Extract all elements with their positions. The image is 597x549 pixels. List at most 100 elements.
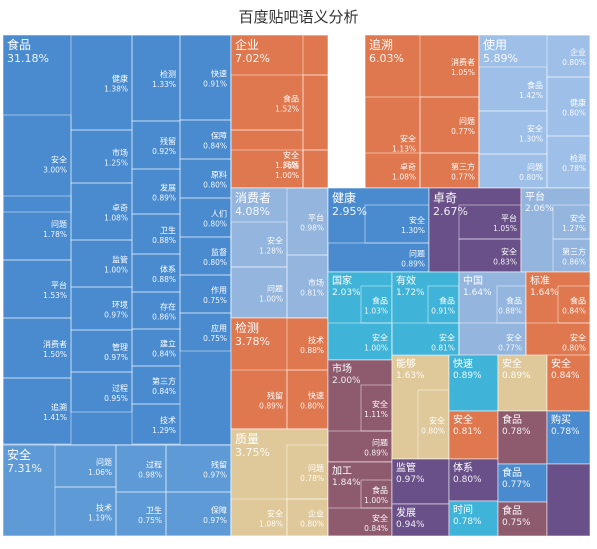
child-cell[interactable]: 残留0.92% (131, 120, 181, 170)
category-rect[interactable] (428, 187, 522, 273)
treemap-category-21[interactable]: 监管0.97% (391, 458, 450, 505)
child-cell[interactable]: 技术1.19% (54, 486, 117, 537)
child-cell[interactable]: 技术1.29% (131, 403, 181, 445)
category-rect[interactable] (2, 444, 232, 537)
category-rect[interactable] (458, 271, 527, 361)
treemap-category-4[interactable]: 食品1.42%安全1.30%问题0.80%企业0.80%健康0.80%检测0.7… (478, 34, 591, 189)
child-cell[interactable]: 安全0.77% (458, 322, 527, 361)
child-cell[interactable]: 安全1.30% (364, 204, 430, 244)
child-rect[interactable] (54, 444, 117, 488)
treemap-category-20[interactable]: 食品1.00%安全0.84%加工1.84% (327, 461, 393, 537)
child-cell[interactable]: 安全1.08% (230, 498, 288, 537)
child-cell[interactable]: 食品1.03% (360, 285, 393, 324)
child-rect[interactable] (115, 491, 167, 537)
category-rect[interactable] (364, 34, 480, 189)
child-rect[interactable] (131, 253, 181, 293)
category-rect[interactable] (448, 500, 499, 537)
category-rect[interactable] (391, 503, 450, 537)
child-cell[interactable]: 管理0.97% (70, 329, 133, 373)
child-cell[interactable]: 存在0.86% (131, 291, 181, 330)
treemap-category-17[interactable]: 快速0.89% (448, 354, 499, 412)
child-cell[interactable]: 安全0.81% (391, 322, 460, 361)
child-cell[interactable]: 人们0.80% (179, 197, 232, 238)
child-rect[interactable] (2, 195, 72, 261)
child-cell[interactable]: 平台0.77% (302, 149, 366, 189)
child-rect[interactable] (546, 76, 591, 137)
child-cell[interactable]: 问题1.00% (230, 149, 304, 189)
treemap-category-11[interactable]: 食品0.91%安全0.81%有效1.72% (391, 271, 460, 361)
child-cell[interactable]: 问题1.78% (2, 195, 72, 261)
treemap-category-22[interactable]: 发展0.94% (391, 503, 450, 537)
treemap-category-1[interactable]: 问题1.06%技术1.19%过程0.98%卫生0.75%残留0.97%保障0.9… (2, 444, 232, 537)
treemap-category-9[interactable]: 技术0.88%残留0.89%快速0.80%检测3.78% (230, 317, 329, 430)
child-cell[interactable]: 发展0.89% (131, 168, 181, 215)
child-cell[interactable]: 保障0.84% (179, 119, 232, 160)
child-cell[interactable]: 过程0.95% (70, 371, 133, 413)
child-cell[interactable]: 原料0.80% (179, 158, 232, 199)
category-rect[interactable] (230, 34, 329, 189)
child-cell[interactable]: 过程0.98% (115, 444, 167, 493)
child-cell[interactable]: 快速0.91% (179, 34, 232, 121)
treemap-category-6[interactable]: 安全1.30%问题0.89%健康2.95% (327, 187, 430, 273)
child-rect[interactable] (131, 365, 181, 405)
child-cell[interactable]: 食品1.42% (478, 66, 548, 112)
child-cell[interactable]: 问题0.89% (327, 430, 393, 463)
child-rect[interactable] (2, 377, 72, 445)
treemap-category-16[interactable]: 安全0.80% 能够1.63% (391, 354, 450, 460)
child-cell[interactable]: 食品0.88% (496, 285, 527, 324)
category-rect[interactable] (546, 410, 591, 465)
child-rect[interactable] (2, 114, 72, 213)
child-cell[interactable]: 快速0.80% (286, 369, 329, 430)
child-cell[interactable]: 食品1.00% (360, 479, 393, 509)
child-rect[interactable] (70, 182, 133, 241)
category-rect[interactable] (230, 317, 329, 430)
category-rect[interactable] (525, 271, 591, 361)
child-cell[interactable]: 检测1.33% (131, 34, 181, 122)
child-cell[interactable]: 食品0.84% (557, 285, 591, 324)
child-cell[interactable]: 建立0.84% (131, 328, 181, 367)
treemap-category-18[interactable]: 安全0.89% (497, 354, 548, 412)
child-cell[interactable]: 保障0.97% (165, 491, 232, 537)
child-cell[interactable]: 残留0.97% (165, 444, 232, 493)
child-cell[interactable]: 环境0.97% (70, 286, 133, 331)
child-rect[interactable] (54, 486, 117, 537)
treemap-category-30[interactable] (546, 463, 591, 537)
treemap-category-13[interactable]: 食品0.84%安全0.80%标准1.64% (525, 271, 591, 361)
treemap-category-7[interactable]: 平台1.05%安全0.83%卓奇2.67% (428, 187, 522, 273)
treemap-category-25[interactable]: 时间0.78% (448, 500, 499, 537)
category-rect[interactable] (546, 354, 591, 412)
treemap-category-19[interactable]: 安全0.84% (546, 354, 591, 412)
child-cell[interactable]: 安全1.27% (552, 204, 591, 240)
child-rect[interactable] (552, 204, 591, 240)
category-rect[interactable] (391, 354, 450, 460)
child-rect[interactable] (70, 129, 133, 184)
child-cell[interactable]: 企业0.80% (286, 498, 329, 537)
child-cell[interactable]: 平台1.05% (458, 204, 522, 240)
category-rect[interactable] (327, 461, 393, 537)
child-cell[interactable]: 安全1.30% (478, 110, 548, 155)
child-cell[interactable]: 问题0.89% (327, 242, 430, 273)
child-rect[interactable] (2, 317, 72, 379)
child-cell[interactable]: 问题0.77% (419, 96, 480, 154)
child-rect[interactable] (478, 66, 548, 112)
child-cell[interactable]: 企业0.80% (546, 34, 591, 78)
child-rect[interactable] (478, 110, 548, 155)
child-cell[interactable]: 安全1.00% (327, 322, 393, 361)
treemap-category-23[interactable]: 安全0.81% (448, 410, 499, 460)
child-rect[interactable] (230, 74, 304, 131)
child-rect[interactable] (70, 371, 133, 413)
child-cell[interactable]: 卓奇1.08% (70, 182, 133, 241)
child-cell[interactable]: 食品0.91% (427, 285, 460, 324)
treemap-category-15[interactable]: 安全1.11%问题0.89%市场2.00% (327, 359, 393, 463)
child-cell[interactable]: 卓奇1.08% (364, 152, 421, 189)
child-cell[interactable]: 问题1.00% (230, 266, 288, 319)
category-rect[interactable] (327, 187, 430, 273)
child-cell[interactable]: 安全1.11% (360, 384, 393, 432)
category-rect[interactable] (230, 428, 329, 537)
child-cell[interactable]: 市场0.80% (302, 74, 366, 151)
